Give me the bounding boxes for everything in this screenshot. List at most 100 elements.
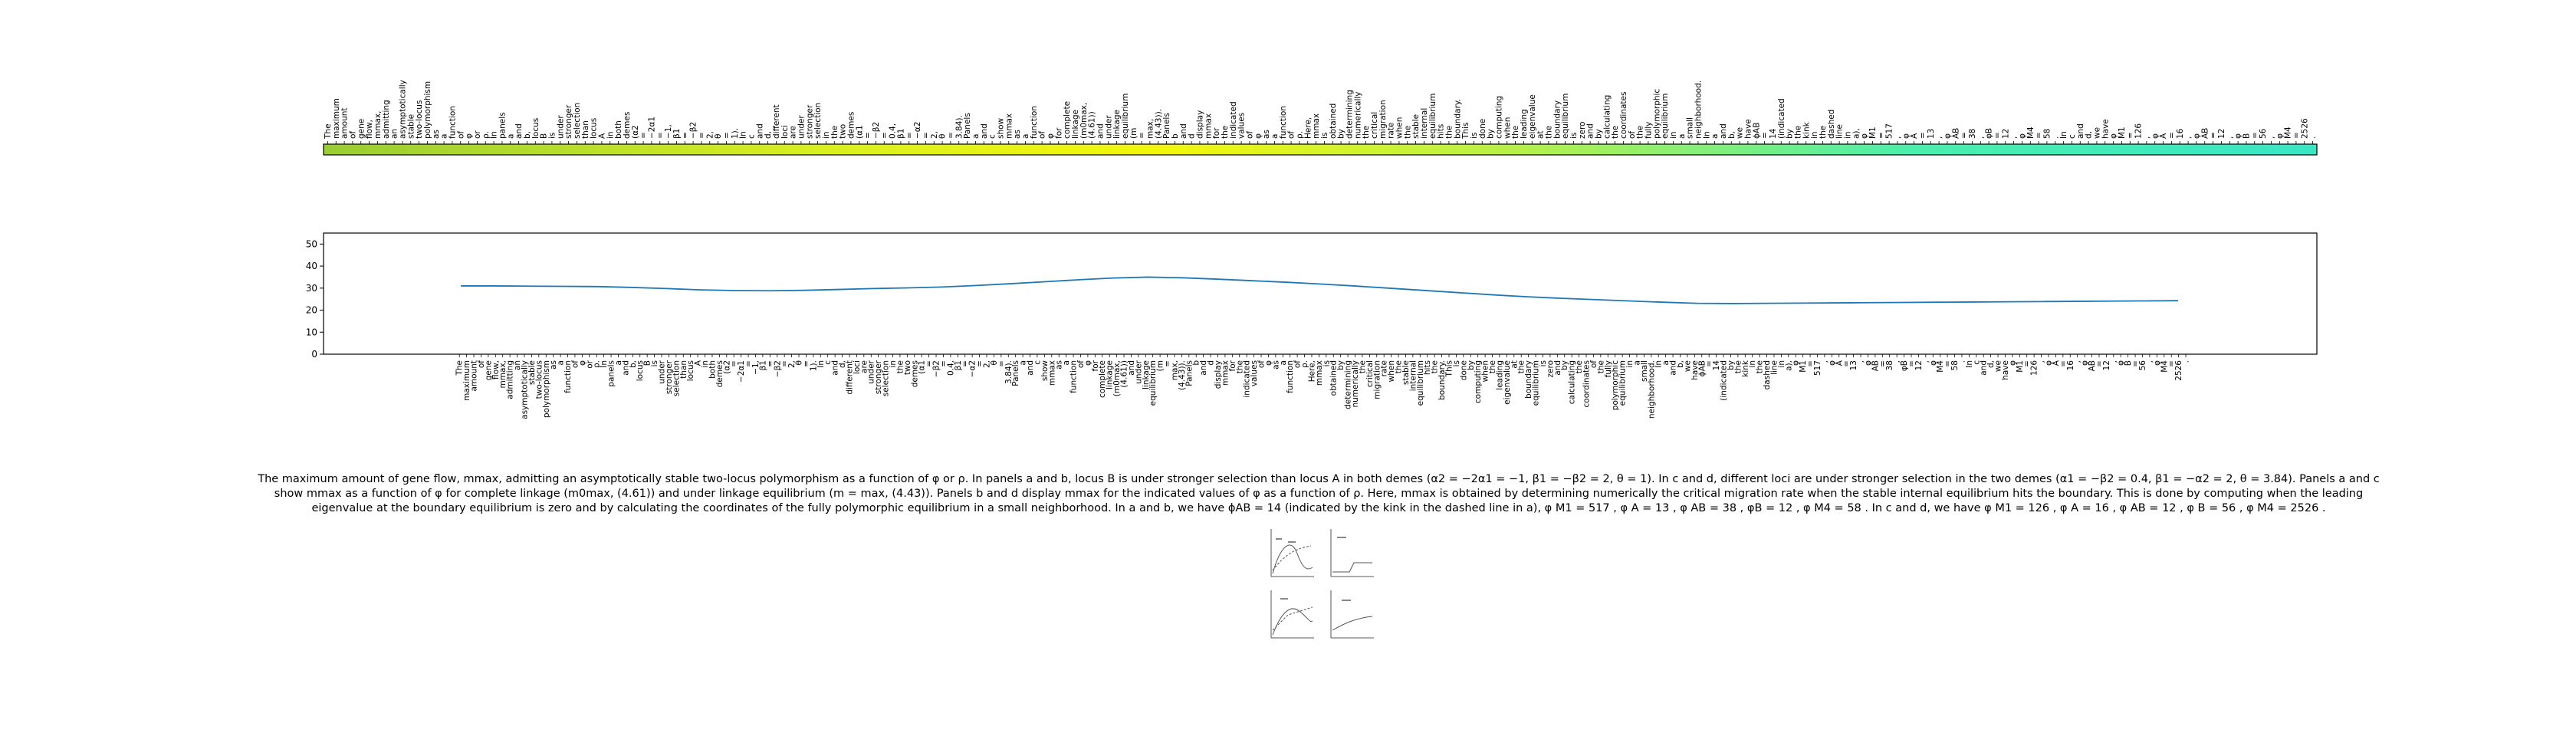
heatmap-tick-label: an <box>390 129 399 139</box>
heatmap-tick-label: , <box>1893 136 1902 139</box>
x-tick-label: admitting <box>506 360 515 399</box>
heatmap-cell <box>971 144 981 155</box>
heatmap-cell <box>606 144 615 155</box>
heatmap-cell <box>2308 144 2318 155</box>
heatmap-tick-label: . <box>2051 136 2060 139</box>
heatmap-cell <box>1162 144 1171 155</box>
heatmap-cell <box>1096 144 1105 155</box>
x-tick-label: the <box>1517 360 1526 373</box>
heatmap-tick-label: polymorphism <box>423 81 432 139</box>
heatmap-cell <box>564 144 573 155</box>
heatmap-tick-label: In <box>1702 131 1711 139</box>
heatmap-cell <box>2109 144 2118 155</box>
x-tick-label: and <box>1553 360 1562 376</box>
x-tick-label: internal <box>1408 360 1418 391</box>
heatmap-cell <box>2084 144 2094 155</box>
x-tick-label: of <box>1589 360 1598 368</box>
heatmap-cell <box>431 144 441 155</box>
heatmap-tick-label: θ <box>714 134 723 139</box>
x-tick-label: φ <box>2117 360 2126 366</box>
x-tick-label: an <box>513 360 522 370</box>
heatmap-cell <box>465 144 474 155</box>
x-tick-label: = <box>766 360 775 367</box>
heatmap-tick-label: for <box>1054 127 1063 139</box>
x-tick-label: −2α1 <box>737 360 746 383</box>
heatmap-tick-label: a <box>506 134 515 139</box>
heatmap-tick-label: and <box>1719 123 1728 139</box>
x-tick-label: line <box>1769 360 1779 375</box>
x-tick-label: the <box>1488 360 1497 373</box>
heatmap-cell <box>2068 144 2077 155</box>
x-tick-label: in <box>701 360 710 368</box>
heatmap-tick-label: the <box>830 126 840 139</box>
heatmap-cell <box>580 144 590 155</box>
heatmap-tick-label: selection <box>573 103 582 139</box>
heatmap-cell <box>913 144 922 155</box>
heatmap-cell <box>846 144 856 155</box>
x-tick-label: equilibrium <box>1618 360 1628 406</box>
heatmap-tick-label: M1 <box>1868 127 1878 139</box>
heatmap-cell <box>1735 144 1745 155</box>
heatmap-cell <box>398 144 407 155</box>
x-tick-label: φ <box>1828 360 1837 366</box>
x-tick-label: two <box>903 360 912 375</box>
heatmap-cell <box>1602 144 1612 155</box>
x-tick-label: migration <box>1372 360 1382 399</box>
heatmap-cell <box>1769 144 1778 155</box>
x-tick-label: hits <box>1423 360 1432 375</box>
x-tick-label: coordinates <box>1582 360 1592 407</box>
x-tick-label: ϕAB <box>1697 360 1707 376</box>
heatmap-tick-label: φ <box>2150 133 2160 139</box>
heatmap-cell <box>1013 144 1022 155</box>
heatmap-cell <box>1328 144 1338 155</box>
heatmap-cell <box>1245 144 1254 155</box>
heatmap-tick-label: φ <box>1943 133 1952 139</box>
x-tick-label: the <box>1358 360 1367 373</box>
heatmap-tick-label: φ <box>1901 133 1911 139</box>
heatmap-tick-label: values <box>1237 113 1247 139</box>
heatmap-tick-label: a), <box>1852 128 1861 139</box>
heatmap-tick-label: and <box>1586 123 1595 139</box>
heatmap-cell <box>1395 144 1404 155</box>
heatmap-cell <box>1951 144 1960 155</box>
heatmap-cell <box>1652 144 1661 155</box>
x-tick-label: = <box>2022 360 2032 367</box>
heatmap-cell <box>996 144 1005 155</box>
heatmap-cell <box>2167 144 2177 155</box>
heatmap-cell <box>1710 144 1720 155</box>
heatmap-tick-label: is <box>1569 133 1579 139</box>
heatmap-tick-label: we <box>2092 127 2101 139</box>
heatmap-tick-label: the <box>1221 126 1230 139</box>
heatmap-cell <box>1635 144 1645 155</box>
heatmap-tick-label: = <box>2035 132 2044 139</box>
heatmap-tick-label: equilibrium <box>1428 94 1438 139</box>
heatmap-tick-label: AB <box>2200 128 2210 139</box>
heatmap-cell <box>1428 144 1438 155</box>
x-tick-label: and <box>1199 360 1208 376</box>
x-tick-label: the <box>1733 360 1743 373</box>
x-tick-label: B <box>2124 360 2133 366</box>
heatmap-cell <box>2300 144 2309 155</box>
heatmap-cell <box>722 144 731 155</box>
x-tick-label: , <box>2109 360 2118 363</box>
x-tick-label: a <box>1632 360 1641 365</box>
heatmap-cell <box>1793 144 1802 155</box>
heatmap-tick-label: ρ. <box>1295 131 1304 139</box>
x-tick-label: In <box>600 360 609 368</box>
x-tick-label: φ <box>1792 360 1801 366</box>
x-tick-label: , <box>1820 360 1829 363</box>
heatmap-cell <box>1611 144 1620 155</box>
heatmap-tick-label: and <box>755 123 764 139</box>
x-tick-label: = <box>2131 360 2141 367</box>
x-tick-label: = <box>744 360 754 367</box>
x-tick-label: The <box>455 360 465 376</box>
heatmap-cell <box>2159 144 2168 155</box>
heatmap-tick-label: a <box>971 134 981 139</box>
heatmap-cell <box>324 144 333 155</box>
heatmap-cell <box>2200 144 2210 155</box>
heatmap-cell <box>2026 144 2036 155</box>
heatmap-tick-label: (4.61)) <box>1088 111 1097 139</box>
heatmap-cell <box>2009 144 2019 155</box>
x-tick-label: calculating <box>1568 360 1577 404</box>
